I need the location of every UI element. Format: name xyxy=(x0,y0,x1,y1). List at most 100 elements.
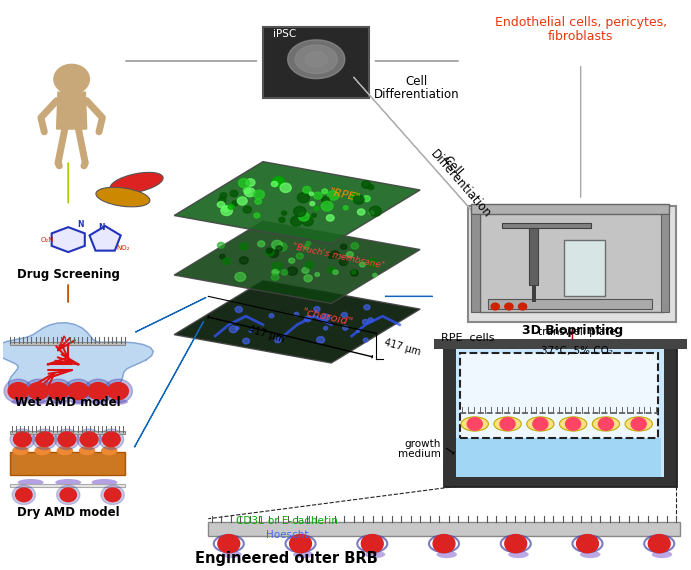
Ellipse shape xyxy=(31,399,48,405)
Circle shape xyxy=(60,488,77,502)
Circle shape xyxy=(369,206,381,216)
Circle shape xyxy=(275,177,283,184)
Circle shape xyxy=(631,418,646,430)
Text: transwell plate: transwell plate xyxy=(538,327,616,337)
Circle shape xyxy=(576,535,598,553)
Text: Drug Screening: Drug Screening xyxy=(17,268,120,281)
Ellipse shape xyxy=(79,447,95,455)
Circle shape xyxy=(277,243,287,251)
Ellipse shape xyxy=(365,551,386,558)
Bar xyxy=(10,342,125,345)
Text: "choroid": "choroid" xyxy=(301,307,354,328)
Circle shape xyxy=(10,429,35,450)
Circle shape xyxy=(328,254,334,258)
Circle shape xyxy=(305,316,311,321)
Circle shape xyxy=(236,327,239,329)
Circle shape xyxy=(346,252,353,258)
Circle shape xyxy=(303,186,311,193)
Circle shape xyxy=(290,535,312,553)
Circle shape xyxy=(272,181,278,186)
Text: iPSC: iPSC xyxy=(273,28,296,39)
Circle shape xyxy=(104,379,133,403)
Bar xyxy=(532,285,536,302)
Circle shape xyxy=(299,212,309,221)
Circle shape xyxy=(57,485,80,504)
Circle shape xyxy=(352,270,356,274)
Text: CD31 or E-cadherin: CD31 or E-cadherin xyxy=(236,516,338,527)
Text: O₂N: O₂N xyxy=(41,237,55,243)
Circle shape xyxy=(228,205,234,209)
Circle shape xyxy=(304,275,312,282)
Circle shape xyxy=(350,270,358,276)
Circle shape xyxy=(294,312,299,316)
Bar xyxy=(434,340,687,348)
Ellipse shape xyxy=(221,551,242,558)
Circle shape xyxy=(230,190,238,197)
Circle shape xyxy=(302,267,309,273)
Circle shape xyxy=(361,535,384,553)
Bar xyxy=(444,344,456,486)
Circle shape xyxy=(272,274,279,280)
Circle shape xyxy=(4,379,32,403)
Bar xyxy=(263,27,369,98)
Circle shape xyxy=(84,379,113,403)
Circle shape xyxy=(243,206,252,213)
Text: "RPE": "RPE" xyxy=(328,187,361,203)
Ellipse shape xyxy=(592,417,620,431)
Circle shape xyxy=(240,243,248,250)
Ellipse shape xyxy=(293,551,314,558)
Bar xyxy=(661,214,670,312)
Circle shape xyxy=(276,246,282,251)
Circle shape xyxy=(16,488,32,502)
Circle shape xyxy=(104,488,121,502)
Ellipse shape xyxy=(91,479,117,486)
Circle shape xyxy=(518,303,527,310)
Circle shape xyxy=(272,178,283,186)
Bar xyxy=(444,344,676,486)
Ellipse shape xyxy=(494,417,521,431)
Bar xyxy=(502,223,591,228)
Bar xyxy=(489,299,652,309)
Circle shape xyxy=(368,185,374,190)
Circle shape xyxy=(314,307,320,312)
Ellipse shape xyxy=(51,399,68,405)
Bar xyxy=(468,206,676,322)
Circle shape xyxy=(353,195,364,204)
Circle shape xyxy=(648,535,670,553)
Circle shape xyxy=(28,382,48,400)
Circle shape xyxy=(341,312,348,317)
Circle shape xyxy=(229,326,238,333)
Circle shape xyxy=(64,379,93,403)
Circle shape xyxy=(220,193,227,198)
Text: 3D Bioprinting: 3D Bioprinting xyxy=(522,324,623,336)
Circle shape xyxy=(328,267,336,273)
Circle shape xyxy=(321,201,333,211)
Circle shape xyxy=(281,270,287,275)
Circle shape xyxy=(77,429,102,450)
Circle shape xyxy=(99,429,124,450)
Circle shape xyxy=(58,432,76,447)
Ellipse shape xyxy=(35,447,50,455)
Circle shape xyxy=(218,202,225,207)
Text: Differentiation: Differentiation xyxy=(428,148,494,221)
Circle shape xyxy=(258,241,265,247)
Circle shape xyxy=(235,272,245,282)
Circle shape xyxy=(312,213,316,217)
Text: Wet AMD model: Wet AMD model xyxy=(15,396,121,409)
Circle shape xyxy=(101,485,124,504)
Circle shape xyxy=(282,211,287,215)
Circle shape xyxy=(322,189,328,194)
Ellipse shape xyxy=(437,551,457,558)
Circle shape xyxy=(314,206,319,210)
Text: N: N xyxy=(98,223,104,231)
Polygon shape xyxy=(57,92,86,129)
Ellipse shape xyxy=(509,551,529,558)
Circle shape xyxy=(48,382,68,400)
Bar xyxy=(564,239,605,296)
Circle shape xyxy=(102,432,120,447)
Circle shape xyxy=(310,192,314,196)
Ellipse shape xyxy=(57,447,73,455)
Polygon shape xyxy=(174,221,420,303)
Circle shape xyxy=(500,418,515,430)
Circle shape xyxy=(369,211,374,215)
